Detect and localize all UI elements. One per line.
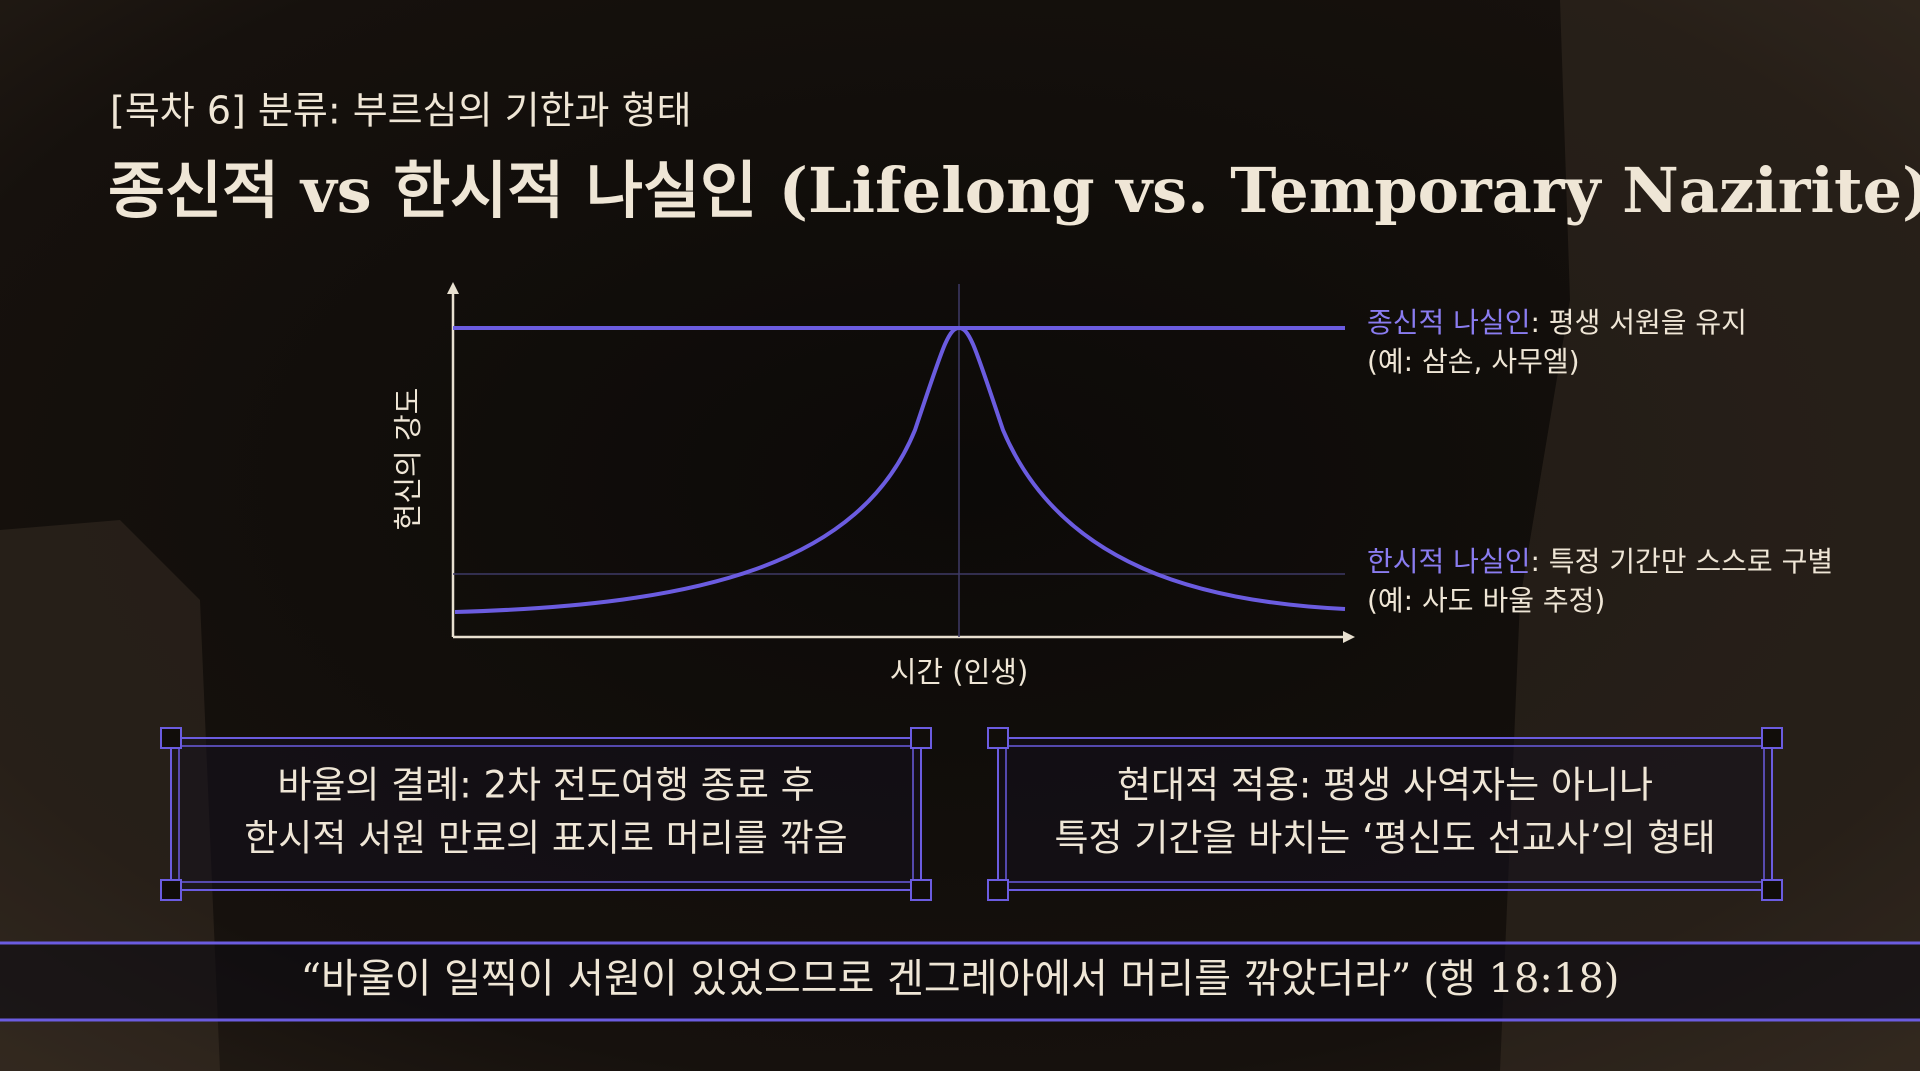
y-arrow: [447, 282, 459, 294]
box-corner: [910, 727, 932, 749]
temporary-curve: [454, 325, 1346, 614]
annotation-example: (예: 사도 바울 추정): [1367, 584, 1605, 617]
annotation: 한시적 나실인: 특정 기간만 스스로 구별: [1367, 545, 1833, 578]
quote: “바울이 일찍이 서원이 있었으므로 겐그레아에서 머리를 깎았더라” (행 18…: [301, 956, 1620, 1002]
x-arrow: [1343, 631, 1355, 643]
box-frame: [170, 737, 922, 891]
subtitle: [목차 6] 분류: 부르심의 기한과 형태: [110, 89, 692, 133]
x-axis-label: 시간 (인생): [890, 655, 1029, 689]
diagram: 헌신의 강도 시간 (인생) 종신적 나실인: 평생 서원을 유지 (예: 삼손…: [391, 282, 1833, 689]
box-corner: [160, 727, 182, 749]
box-inner-frame: [1005, 745, 1765, 883]
quote-background: [0, 943, 1920, 1020]
box-inner-frame: [178, 745, 914, 883]
box-corner: [987, 727, 1009, 749]
box-frame: [997, 737, 1773, 891]
y-axis-label: 헌신의 강도: [391, 388, 425, 531]
box-corner: [1761, 727, 1783, 749]
box-text: 특정 기간을 바치는 ‘평신도 선교사’의 형태: [1054, 817, 1715, 860]
quote-band: “바울이 일찍이 서원이 있었으므로 겐그레아에서 머리를 깎았더라” (행 18…: [0, 941, 1920, 1022]
box-text: 한시적 서원 만료의 표지로 머리를 깎음: [244, 817, 847, 860]
box-corner: [987, 879, 1009, 901]
box-corner: [910, 879, 932, 901]
box-text: 바울의 결례: 2차 전도여행 종료 후: [277, 764, 814, 807]
quote-reference: (행 18:18): [1423, 956, 1619, 1002]
annotation: 종신적 나실인: 평생 서원을 유지: [1367, 306, 1747, 339]
annotation-highlight: 종신적 나실인: [1367, 306, 1530, 339]
annotation-text: : 특정 기간만 스스로 구별: [1530, 545, 1833, 578]
title: 종신적 vs 한시적 나실인 (Lifelong vs. Temporary N…: [108, 154, 1920, 227]
annotation-text: : 평생 서원을 유지: [1530, 306, 1746, 339]
annotation-example: (예: 삼손, 사무엘): [1367, 345, 1580, 378]
annotation-highlight: 한시적 나실인: [1367, 545, 1530, 578]
box-corner: [1761, 879, 1783, 901]
box-corner: [160, 879, 182, 901]
box-text: 현대적 적용: 평생 사역자는 아니나: [1117, 764, 1653, 807]
quote-text: “바울이 일찍이 서원이 있었으므로 겐그레아에서 머리를 깎았더라”: [301, 956, 1412, 1002]
